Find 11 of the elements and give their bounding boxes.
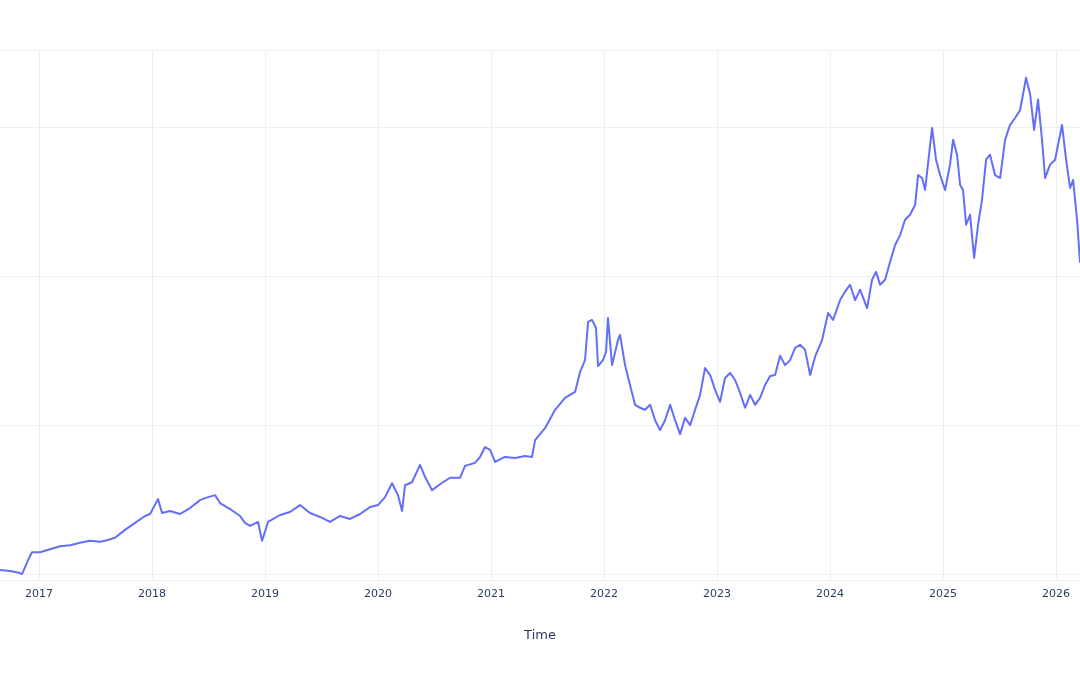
x-tick-label: 2020 <box>364 587 393 600</box>
x-tick-label: 2017 <box>24 587 53 600</box>
x-axis-title: Time <box>523 627 556 642</box>
x-tick-label: 2022 <box>590 587 619 600</box>
x-tick-label: 2019 <box>251 587 279 600</box>
x-tick-label: 2024 <box>816 587 845 600</box>
x-tick-label: 2023 <box>703 587 732 600</box>
x-tick-label: 2026 <box>1042 587 1071 600</box>
x-tick-label: 2025 <box>929 587 958 600</box>
x-tick-label: 2021 <box>477 587 506 600</box>
x-tick-label: 2018 <box>137 587 166 600</box>
